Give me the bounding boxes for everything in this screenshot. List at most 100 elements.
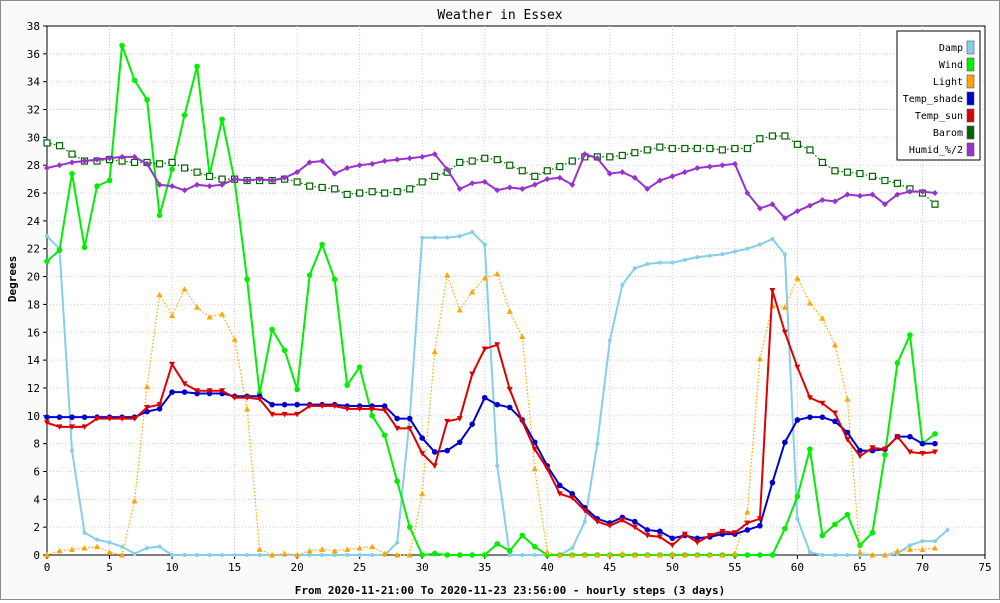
data-point <box>194 388 201 394</box>
data-point <box>444 552 451 558</box>
data-point <box>368 188 376 196</box>
data-point <box>131 153 138 160</box>
data-point <box>357 553 362 557</box>
data-point <box>344 406 351 412</box>
data-point <box>819 532 826 539</box>
data-point <box>306 272 313 278</box>
data-point <box>344 164 351 171</box>
data-point <box>445 235 450 240</box>
data-point <box>844 191 851 198</box>
data-point <box>831 167 839 175</box>
data-point <box>507 553 512 557</box>
data-point <box>332 553 337 557</box>
data-point <box>168 158 176 167</box>
data-point <box>606 523 613 529</box>
data-point <box>668 144 676 153</box>
data-point <box>145 546 150 551</box>
data-point <box>819 400 826 407</box>
data-point <box>457 234 462 239</box>
legend-box <box>896 30 981 161</box>
data-point <box>757 242 762 247</box>
y-tick-label: 30 <box>27 131 40 144</box>
data-point <box>269 326 275 333</box>
data-point <box>393 188 401 196</box>
data-point <box>781 215 788 222</box>
data-point <box>731 550 738 557</box>
data-point <box>506 386 513 393</box>
data-point <box>456 416 463 422</box>
series-light <box>44 270 938 558</box>
data-point <box>594 519 601 525</box>
data-point <box>69 414 75 420</box>
data-point <box>919 440 926 447</box>
data-point <box>245 553 250 557</box>
data-point <box>456 306 463 313</box>
data-point <box>531 543 538 550</box>
legend-label: Temp_sun <box>915 111 963 122</box>
y-tick-label: 4 <box>33 493 40 506</box>
data-point <box>381 403 388 409</box>
data-point <box>469 371 476 378</box>
data-point <box>694 164 701 171</box>
legend-label: Humid_%/2 <box>909 145 963 156</box>
x-tick-label: 0 <box>44 561 51 574</box>
data-point <box>343 190 351 199</box>
x-tick-label: 25 <box>353 561 366 574</box>
y-tick-label: 6 <box>33 465 40 478</box>
data-point <box>319 158 326 165</box>
data-point <box>769 552 776 558</box>
data-point <box>719 552 726 558</box>
data-point <box>718 146 726 154</box>
data-point <box>306 182 314 190</box>
data-point <box>594 155 601 162</box>
data-point <box>244 395 251 401</box>
data-point <box>156 212 163 219</box>
data-point <box>456 552 463 558</box>
data-point <box>831 198 838 205</box>
data-point <box>55 142 64 150</box>
x-tick-label: 45 <box>603 561 616 574</box>
data-point <box>369 406 376 412</box>
data-point <box>594 552 601 558</box>
data-point <box>743 144 751 153</box>
data-point <box>543 167 551 175</box>
data-point <box>69 159 76 166</box>
y-tick-label: 26 <box>27 187 40 200</box>
data-point <box>269 401 275 408</box>
data-point <box>419 435 426 441</box>
data-point <box>832 418 838 425</box>
data-point <box>294 411 301 418</box>
data-point <box>656 552 663 558</box>
y-tick-label: 8 <box>33 438 40 451</box>
data-point <box>531 181 538 188</box>
data-point <box>606 552 613 558</box>
data-point <box>219 116 225 123</box>
data-point <box>806 202 813 209</box>
data-point <box>506 548 513 554</box>
x-axis-label: From 2020-11-21:00 To 2020-11-23 23:56:0… <box>295 584 725 597</box>
data-point <box>857 447 863 454</box>
data-point <box>219 311 226 317</box>
y-tick-label: 12 <box>27 382 40 395</box>
legend-label: Barom <box>933 128 963 139</box>
data-point <box>444 447 451 454</box>
data-point <box>481 346 488 352</box>
data-point <box>769 479 776 486</box>
legend-swatch <box>966 40 975 55</box>
data-point <box>544 466 551 472</box>
data-point <box>568 157 576 165</box>
data-point <box>531 465 538 472</box>
data-point <box>43 139 51 147</box>
data-point <box>456 158 464 167</box>
data-point <box>744 190 751 197</box>
data-point <box>556 552 563 558</box>
y-axis-label: Degrees <box>6 256 19 302</box>
data-point <box>632 266 637 271</box>
data-point <box>807 446 813 453</box>
data-point <box>556 482 563 489</box>
data-point <box>369 543 376 550</box>
data-point <box>932 539 937 544</box>
data-point <box>482 242 487 247</box>
x-tick-label: 20 <box>291 561 304 574</box>
data-point <box>618 151 626 160</box>
